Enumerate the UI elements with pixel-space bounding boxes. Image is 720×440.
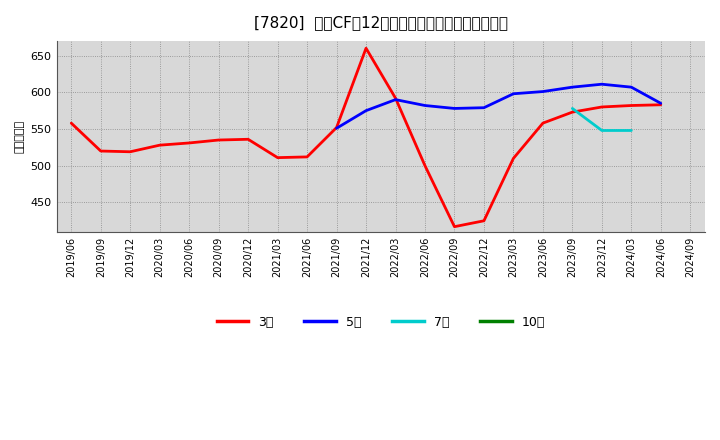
3年 (215, 137, 223, 143)
Title: [7820]  投賄CFの12か月移動合計の標準偏差の推移: [7820] 投賄CFの12か月移動合計の標準偏差の推移 (253, 15, 508, 30)
5年 (420, 103, 429, 108)
3年 (539, 121, 547, 126)
Line: 3年: 3年 (71, 48, 661, 227)
5年 (332, 126, 341, 131)
5年 (361, 108, 370, 113)
3年 (480, 218, 488, 224)
3年 (332, 125, 341, 130)
3年 (568, 110, 577, 115)
5年 (627, 84, 636, 90)
5年 (480, 105, 488, 110)
3年 (274, 155, 282, 160)
7年 (568, 106, 577, 111)
5年 (598, 81, 606, 87)
Y-axis label: （百万円）: （百万円） (15, 120, 25, 153)
Line: 5年: 5年 (336, 84, 661, 128)
3年 (156, 143, 164, 148)
5年 (391, 97, 400, 102)
3年 (96, 148, 105, 154)
5年 (568, 84, 577, 90)
3年 (126, 149, 135, 154)
3年 (598, 104, 606, 110)
7年 (627, 128, 636, 133)
3年 (361, 46, 370, 51)
3年 (391, 95, 400, 101)
3年 (420, 163, 429, 169)
5年 (539, 89, 547, 94)
5年 (509, 91, 518, 96)
3年 (450, 224, 459, 229)
3年 (303, 154, 312, 160)
3年 (509, 156, 518, 161)
Line: 7年: 7年 (572, 108, 631, 131)
3年 (244, 137, 253, 142)
5年 (657, 101, 665, 106)
7年 (598, 128, 606, 133)
5年 (450, 106, 459, 111)
3年 (67, 121, 76, 126)
3年 (185, 140, 194, 146)
3年 (627, 103, 636, 108)
Legend: 3年, 5年, 7年, 10年: 3年, 5年, 7年, 10年 (212, 311, 550, 334)
3年 (657, 102, 665, 107)
